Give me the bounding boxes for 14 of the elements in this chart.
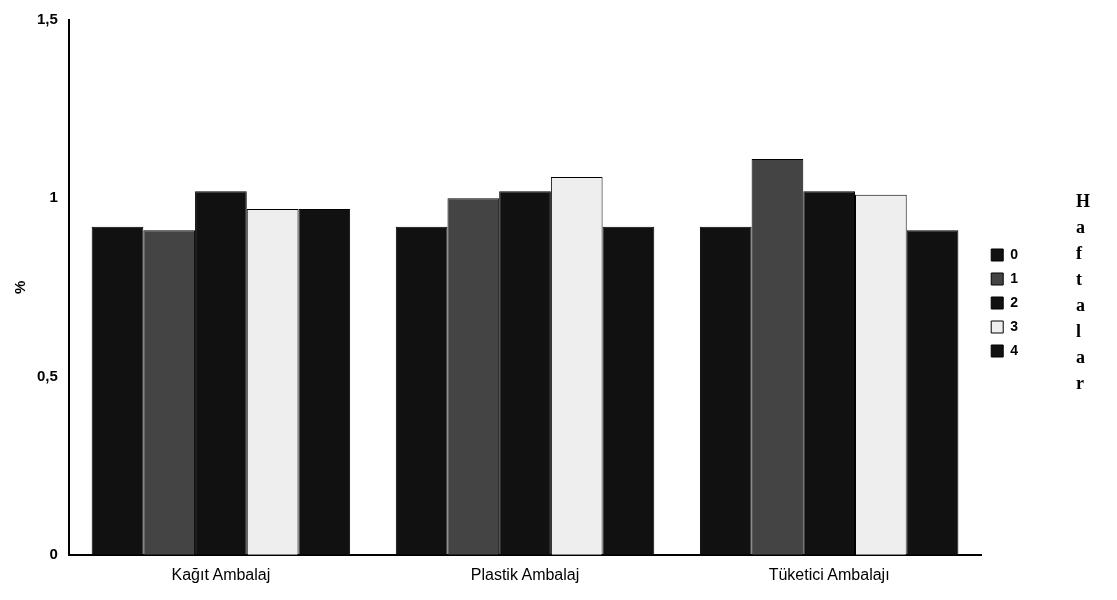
y-tick-label: 1 — [49, 188, 58, 206]
legend-label: 4 — [1010, 341, 1019, 358]
x-tick-label: Plastik Ambalaj — [470, 565, 580, 583]
legend-title: Haftalar — [1076, 190, 1091, 395]
y-axis-title: % — [11, 280, 29, 295]
legend-label: 0 — [1010, 245, 1019, 262]
y-tick-label: 1,5 — [36, 10, 58, 28]
x-tick-label: Kağıt Ambalaj — [171, 565, 271, 583]
y-tick-label: 0 — [49, 544, 58, 562]
legend-label: 1 — [1010, 269, 1019, 286]
x-tick-label: Tüketici Ambalajı — [768, 565, 890, 583]
legend-label: 3 — [1010, 317, 1019, 334]
y-tick-label: 0,5 — [36, 366, 58, 384]
legend-label: 2 — [1010, 293, 1019, 310]
